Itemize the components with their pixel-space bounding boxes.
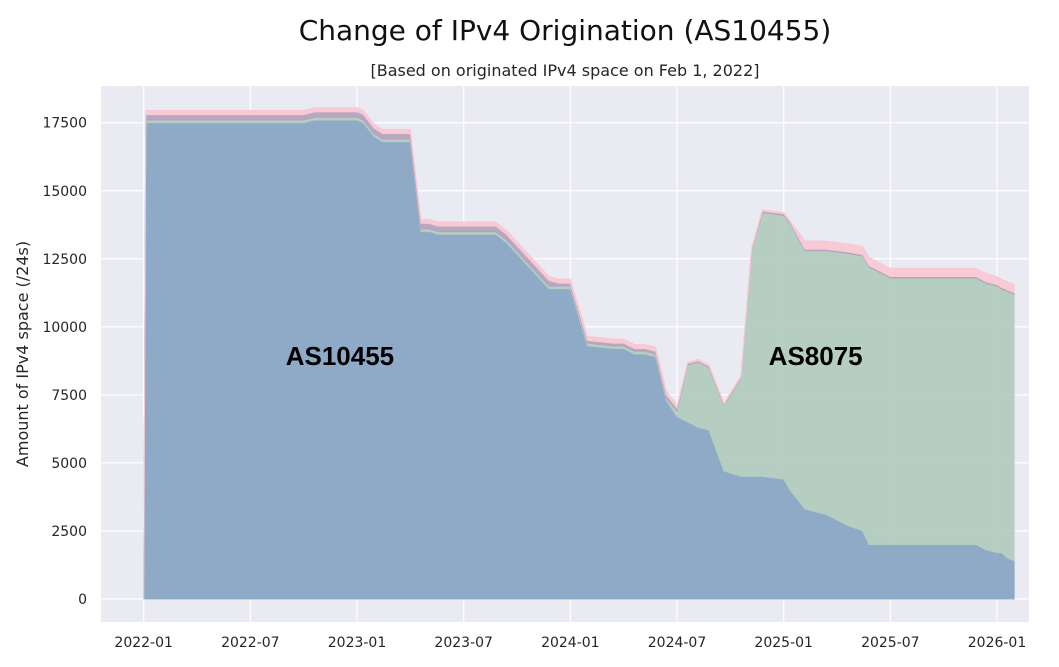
y-tick-label: 10000 bbox=[42, 320, 87, 336]
y-tick-label: 15000 bbox=[42, 184, 87, 200]
chart-subtitle: [Based on originated IPv4 space on Feb 1… bbox=[370, 61, 759, 80]
series-annotation: AS10455 bbox=[286, 341, 394, 371]
y-tick-label: 12500 bbox=[42, 252, 87, 268]
y-tick-label: 0 bbox=[78, 592, 87, 608]
chart-annotations: AS10455 AS8075 bbox=[286, 341, 863, 371]
area-series-layer bbox=[143, 107, 1015, 600]
chart-title: Change of IPv4 Origination (AS10455) bbox=[299, 14, 832, 47]
y-tick-label: 7500 bbox=[51, 388, 87, 404]
x-tick-label: 2022-01 bbox=[114, 635, 173, 651]
x-tick-label: 2025-01 bbox=[754, 635, 813, 651]
x-tick-label: 2024-07 bbox=[648, 635, 707, 651]
x-tick-label: 2022-07 bbox=[221, 635, 280, 651]
y-tick-label: 5000 bbox=[51, 456, 87, 472]
axis-tick-labels: 2022-01 2022-07 2023-01 2023-07 2024-01 2024-… bbox=[42, 116, 1026, 651]
y-tick-label: 17500 bbox=[42, 116, 87, 132]
area-series-3 bbox=[143, 107, 1015, 599]
x-tick-label: 2026-01 bbox=[968, 635, 1027, 651]
x-tick-label: 2023-01 bbox=[328, 635, 387, 651]
series-annotation: AS8075 bbox=[769, 341, 863, 371]
y-tick-label: 2500 bbox=[51, 524, 87, 540]
x-tick-label: 2024-01 bbox=[541, 635, 600, 651]
x-tick-label: 2023-07 bbox=[434, 635, 493, 651]
y-axis-label: Amount of IPv4 space (/24s) bbox=[13, 241, 32, 467]
x-tick-label: 2025-07 bbox=[861, 635, 920, 651]
